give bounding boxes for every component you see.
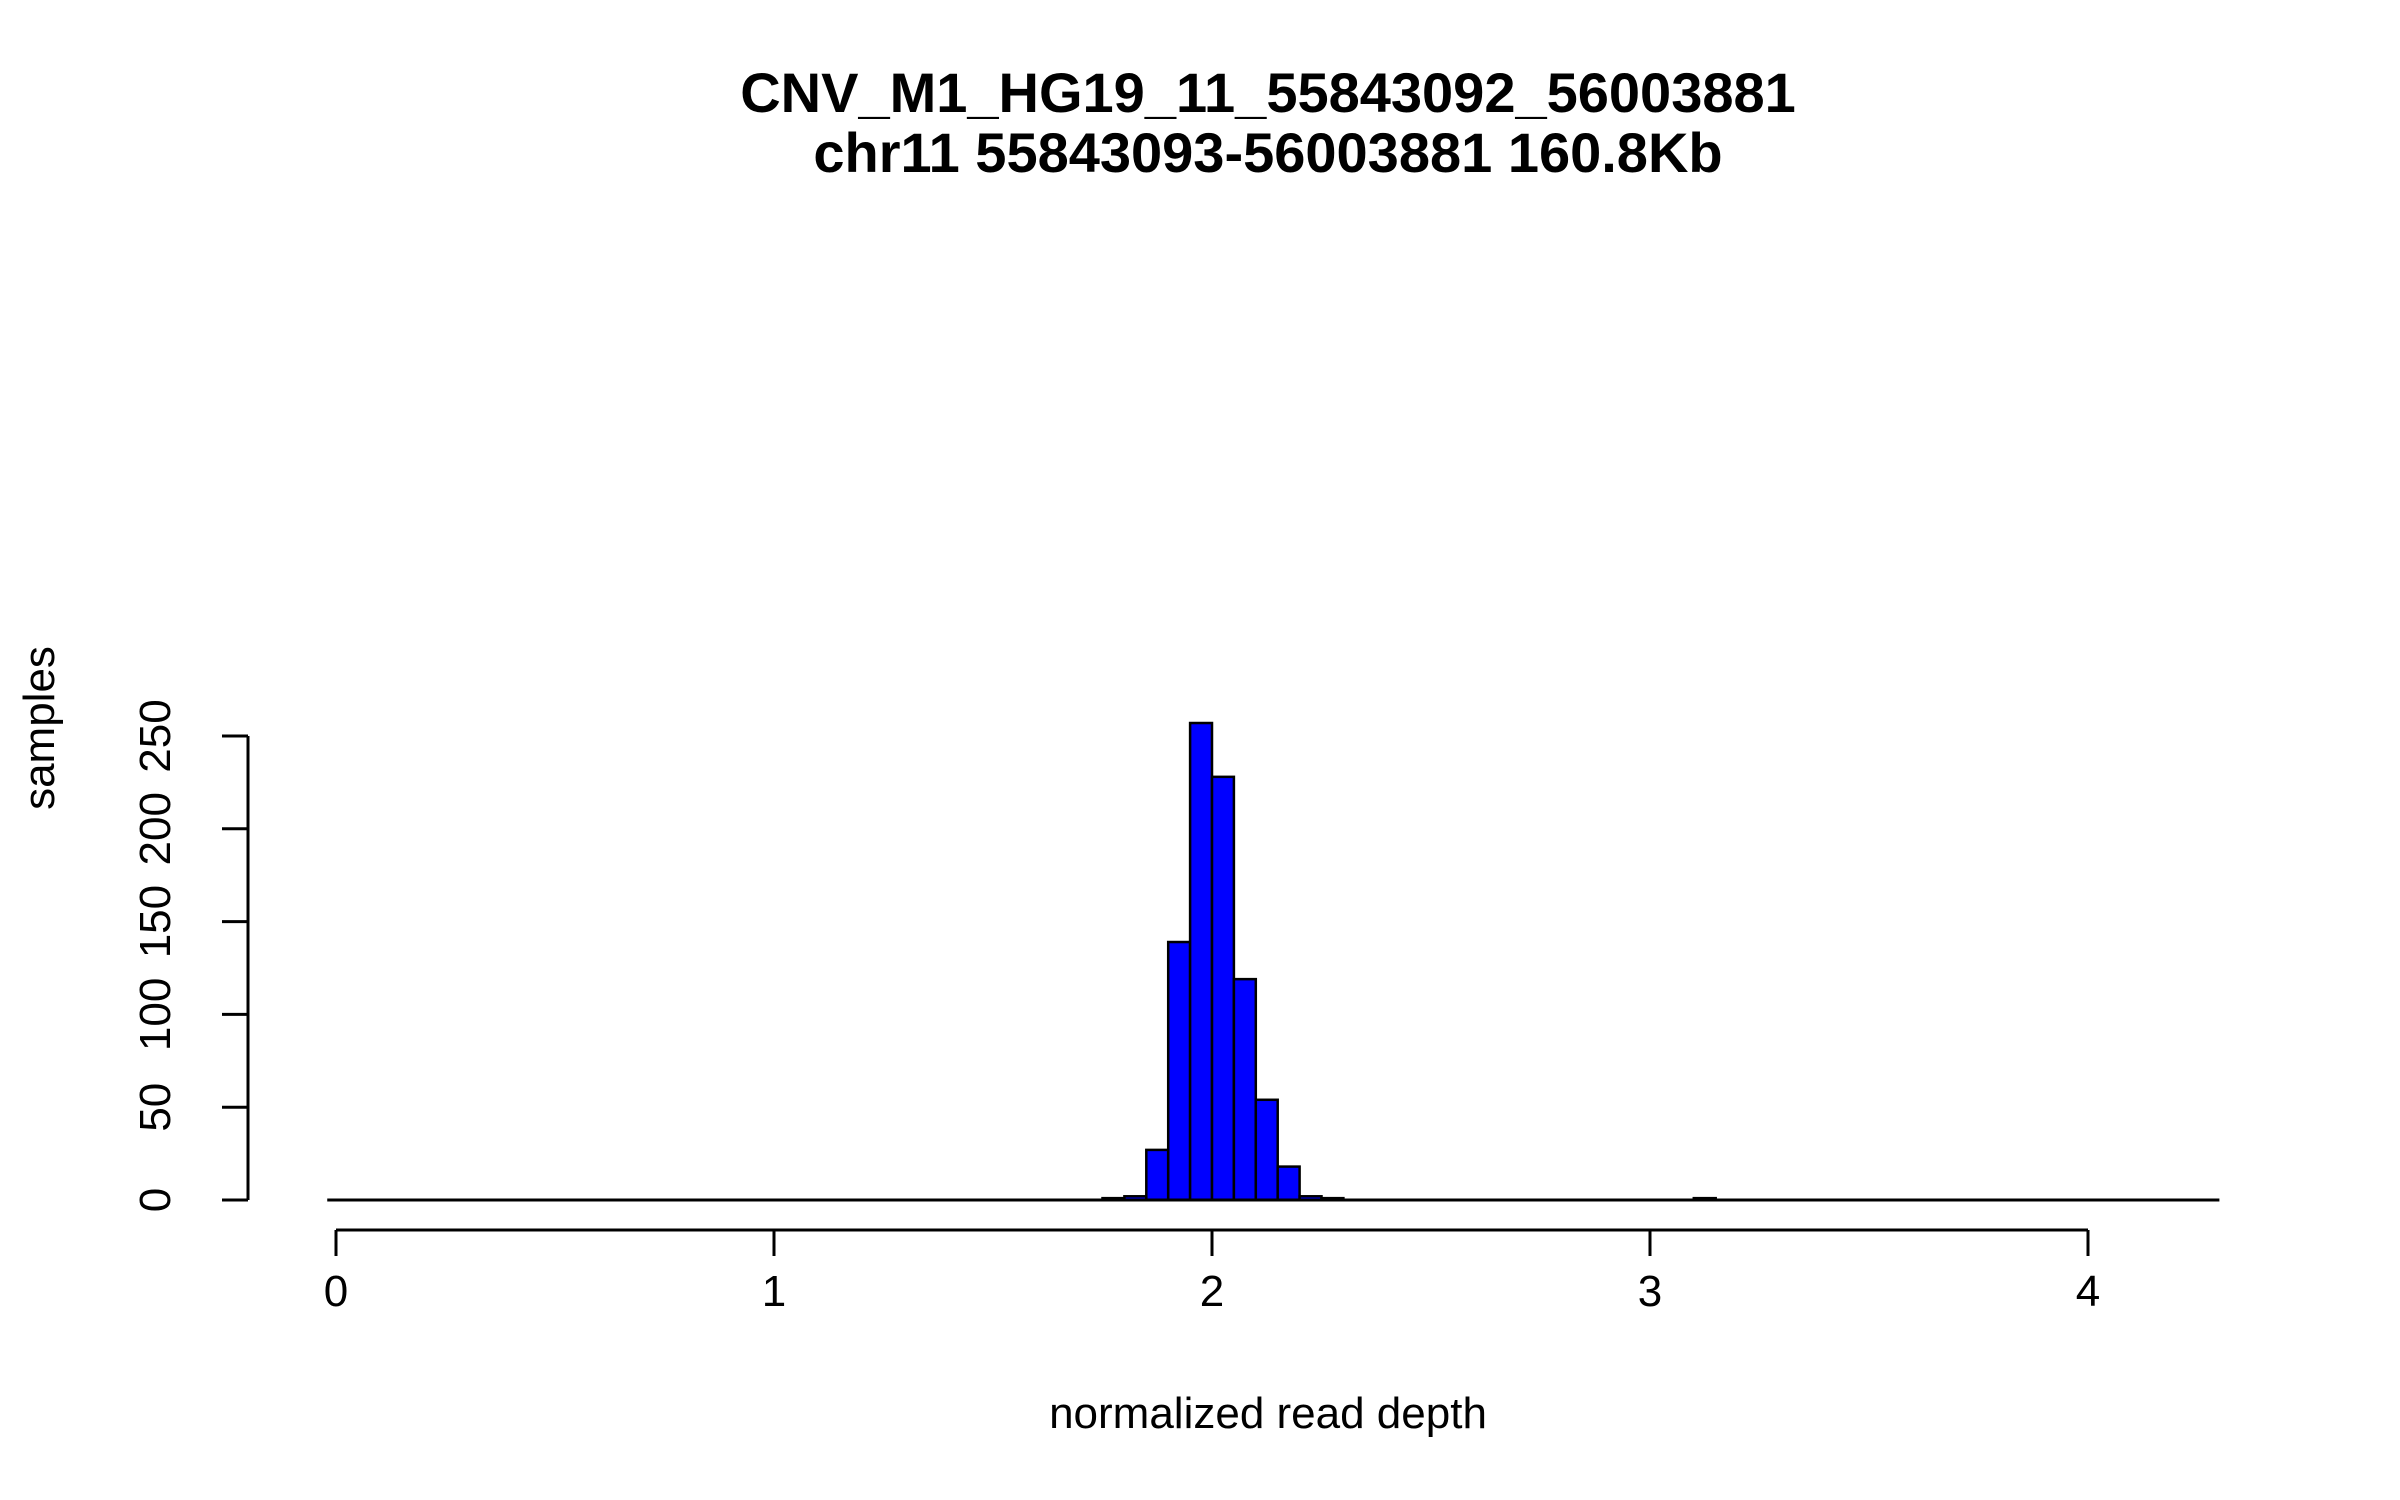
y-tick-label: 200 bbox=[131, 792, 180, 865]
x-tick-label: 4 bbox=[2076, 1267, 2100, 1316]
histogram-bar bbox=[1210, 775, 1236, 1202]
x-tick-label: 1 bbox=[762, 1267, 786, 1316]
chart-title: CNV_M1_HG19_11_55843092_56003881 bbox=[740, 61, 1796, 124]
x-tick-label: 2 bbox=[1200, 1267, 1224, 1316]
histogram-bar bbox=[1254, 1098, 1279, 1202]
x-tick-label: 0 bbox=[324, 1267, 348, 1316]
x-axis: 0 1 2 3 4 bbox=[324, 1228, 2100, 1316]
histogram-bar bbox=[1232, 977, 1258, 1202]
histogram-bar bbox=[1276, 1165, 1301, 1202]
x-axis-label: normalized read depth bbox=[1049, 1389, 1487, 1438]
y-tick-label: 250 bbox=[131, 699, 180, 772]
y-axis-label: samples bbox=[15, 646, 64, 810]
bars-group bbox=[1101, 721, 1717, 1202]
histogram-bar bbox=[1166, 940, 1192, 1202]
y-tick-label: 100 bbox=[131, 978, 180, 1051]
histogram-bar bbox=[1145, 1148, 1170, 1202]
chart-subtitle: chr11 55843093-56003881 160.8Kb bbox=[813, 121, 1722, 184]
y-tick-label: 150 bbox=[131, 885, 180, 958]
y-axis: 0 50 100 150 200 250 bbox=[131, 699, 250, 1212]
histogram-bar bbox=[1188, 721, 1214, 1202]
y-tick-label: 0 bbox=[131, 1188, 180, 1212]
x-tick-label: 3 bbox=[1638, 1267, 1662, 1316]
y-tick-label: 50 bbox=[131, 1083, 180, 1132]
